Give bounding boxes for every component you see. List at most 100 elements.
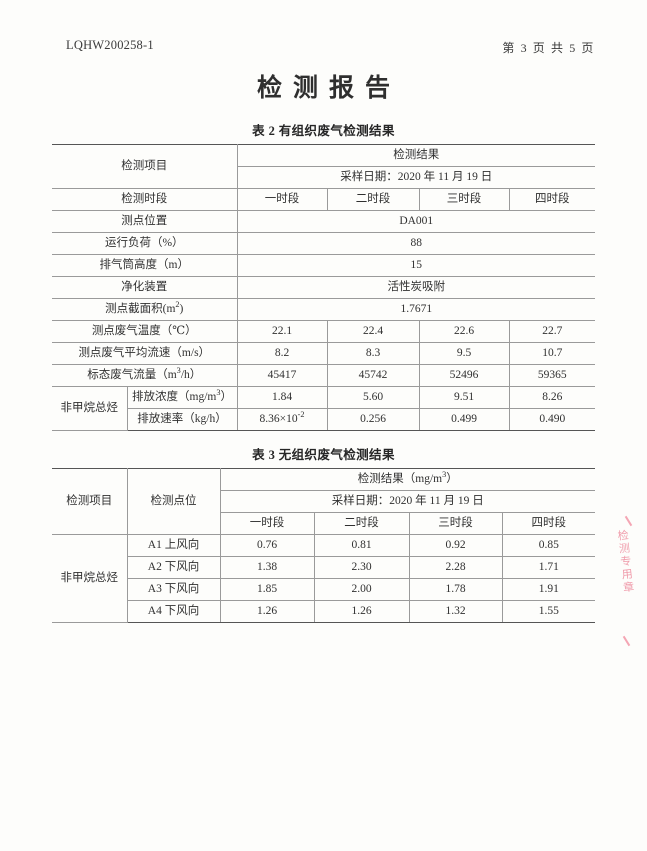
table-row: 测点废气平均流速（m/s） 8.2 8.3 9.5 10.7 [52,342,595,365]
table-row: 测点截面积(m2) 1.7671 [52,298,595,321]
cell-pollutant-name: 非甲烷总烃 [52,534,128,623]
document-code: LQHW200258-1 [66,38,154,52]
table-row: 非甲烷总烃 排放浓度（mg/m3） 1.84 5.60 9.51 8.26 [52,386,595,431]
unorganized-waste-gas-table: 检测项目 检测点位 检测结果（mg/m3） 采样日期：2020 年 11 月 1… [52,468,596,623]
cell-label-velocity: 测点废气平均流速（m/s） [52,342,238,365]
cell-label-location: 测点位置 [52,210,238,233]
cell-a4-value-3: 1.32 [408,600,503,623]
cell-velocity-3: 9.5 [418,342,510,365]
cell-value-location: DA001 [236,210,595,233]
cell-value-area: 1.7671 [236,298,595,321]
cell-emission-rate-1: 8.36×10-2 [236,408,328,431]
table-row: 测点位置 DA001 [52,210,595,233]
cell-concentration-1: 1.84 [236,386,328,409]
table-row: 标态废气流量（m3/h） 45417 45742 52496 59365 [52,364,595,387]
seal-text: 检 测 专 用 章 [617,529,635,595]
table-row: 排气筒高度（m） 15 [52,254,595,277]
table-row: A2 下风向 1.38 2.30 2.28 1.71 [52,556,596,579]
cell-result-header: 检测结果（mg/m3） [219,468,596,491]
cell-a1-value-3: 0.92 [408,534,503,557]
cell-period-3: 三时段 [418,188,510,211]
cell-value-load: 88 [236,232,595,255]
table-row: 检测时段 一时段 二时段 三时段 四时段 [52,188,595,211]
cell-label-load: 运行负荷（%） [52,232,238,255]
cell-flow-4: 59365 [508,364,595,387]
cell-label-emission-rate: 排放速率（kg/h） [127,408,238,431]
cell-period-2: 二时段 [313,512,410,535]
cell-flow-3: 52496 [418,364,510,387]
cell-point-header: 检测点位 [126,468,221,535]
table2-caption: 表 2 有组织废气检测结果 [252,124,395,138]
cell-item-header: 检测项目 [52,468,128,535]
cell-a1-value-1: 0.76 [219,534,315,557]
page-number: 第 3 页 共 5 页 [502,41,595,55]
cell-period-4: 四时段 [501,512,596,535]
cell-a4-value-1: 1.26 [219,600,315,623]
cell-period-2: 二时段 [326,188,420,211]
cell-label-area: 测点截面积(m2) [52,298,238,321]
cell-point-a3: A3 下风向 [127,578,221,601]
table-row: 一时段 二时段 三时段 四时段 [52,512,596,535]
cell-label-concentration: 排放浓度（mg/m3） [126,386,238,409]
cell-point-a4: A4 下风向 [127,600,221,623]
cell-a2-value-4: 1.71 [501,556,596,579]
cell-emission-rate-2: 0.256 [326,408,420,431]
table-row: 检测项目 检测点位 检测结果（mg/m3） [52,468,596,535]
cell-sampling-date: 采样日期：2020 年 11 月 19 日 [237,166,595,189]
cell-temperature-2: 22.4 [326,320,420,343]
cell-velocity-2: 8.3 [326,342,420,365]
table-row: A4 下风向 1.26 1.26 1.32 1.55 [52,600,596,623]
cell-period-4: 四时段 [508,188,595,211]
cell-a4-value-2: 1.26 [313,600,410,623]
cell-a4-value-4: 1.55 [501,600,596,623]
table-row: 测点废气温度（℃） 22.1 22.4 22.6 22.7 [52,320,595,343]
cell-label-purifier: 净化装置 [52,276,238,299]
cell-point-a1: A1 上风向 [126,534,221,557]
table-row: 排放速率（kg/h） 8.36×10-2 0.256 0.499 0.490 [52,408,595,431]
page-title: 检测报告 [256,75,401,102]
table-row: 净化装置 活性炭吸附 [52,276,595,299]
cell-concentration-2: 5.60 [326,386,420,409]
cell-a3-value-3: 1.78 [408,578,503,601]
table-row: A3 下风向 1.85 2.00 1.78 1.91 [52,578,596,601]
cell-item-header: 检测项目 [52,144,238,189]
cell-point-a2: A2 下风向 [127,556,221,579]
cell-a3-value-1: 1.85 [219,578,315,601]
cell-period-1: 一时段 [220,512,315,535]
cell-a1-value-2: 0.81 [313,534,410,557]
red-seal-stamp: 检 测 专 用 章 [611,515,641,647]
seal-mark-top [624,515,633,527]
table-row: 运行负荷（%） 88 [52,232,595,255]
table3-caption: 表 3 无组织废气检测结果 [252,448,395,462]
cell-temperature-4: 22.7 [508,320,595,343]
cell-value-stack-height: 15 [236,254,595,277]
table-row: 非甲烷总烃 A1 上风向 0.76 0.81 0.92 0.85 [52,534,596,623]
cell-temperature-3: 22.6 [418,320,510,343]
cell-a3-value-4: 1.91 [501,578,596,601]
cell-a2-value-2: 2.30 [313,556,410,579]
cell-label-flow: 标态废气流量（m3/h） [52,364,238,387]
seal-mark-bottom [622,635,631,647]
cell-temperature-1: 22.1 [236,320,328,343]
cell-velocity-4: 10.7 [508,342,595,365]
cell-period-3: 三时段 [408,512,503,535]
cell-emission-rate-4: 0.490 [508,408,595,431]
cell-sampling-date: 采样日期：2020 年 11 月 19 日 [220,490,596,513]
cell-a2-value-3: 2.28 [408,556,503,579]
cell-concentration-4: 8.26 [508,386,595,409]
table2-block: 表 2 有组织废气检测结果 检测项目 检测结果 采样日期：2020 年 11 月… [52,120,595,431]
cell-label-stack-height: 排气筒高度（m） [52,254,238,277]
cell-label-temperature: 测点废气温度（℃） [52,320,238,343]
cell-a2-value-1: 1.38 [219,556,315,579]
cell-value-purifier: 活性炭吸附 [236,276,595,299]
cell-period-label: 检测时段 [52,188,238,211]
cell-a3-value-2: 2.00 [313,578,410,601]
cell-pollutant-name: 非甲烷总烃 [52,386,128,431]
cell-flow-1: 45417 [236,364,328,387]
cell-concentration-3: 9.51 [418,386,510,409]
cell-flow-2: 45742 [326,364,420,387]
cell-period-1: 一时段 [236,188,328,211]
cell-a1-value-4: 0.85 [501,534,596,557]
organized-waste-gas-table: 检测项目 检测结果 采样日期：2020 年 11 月 19 日 检测时段 一时段… [52,144,595,431]
